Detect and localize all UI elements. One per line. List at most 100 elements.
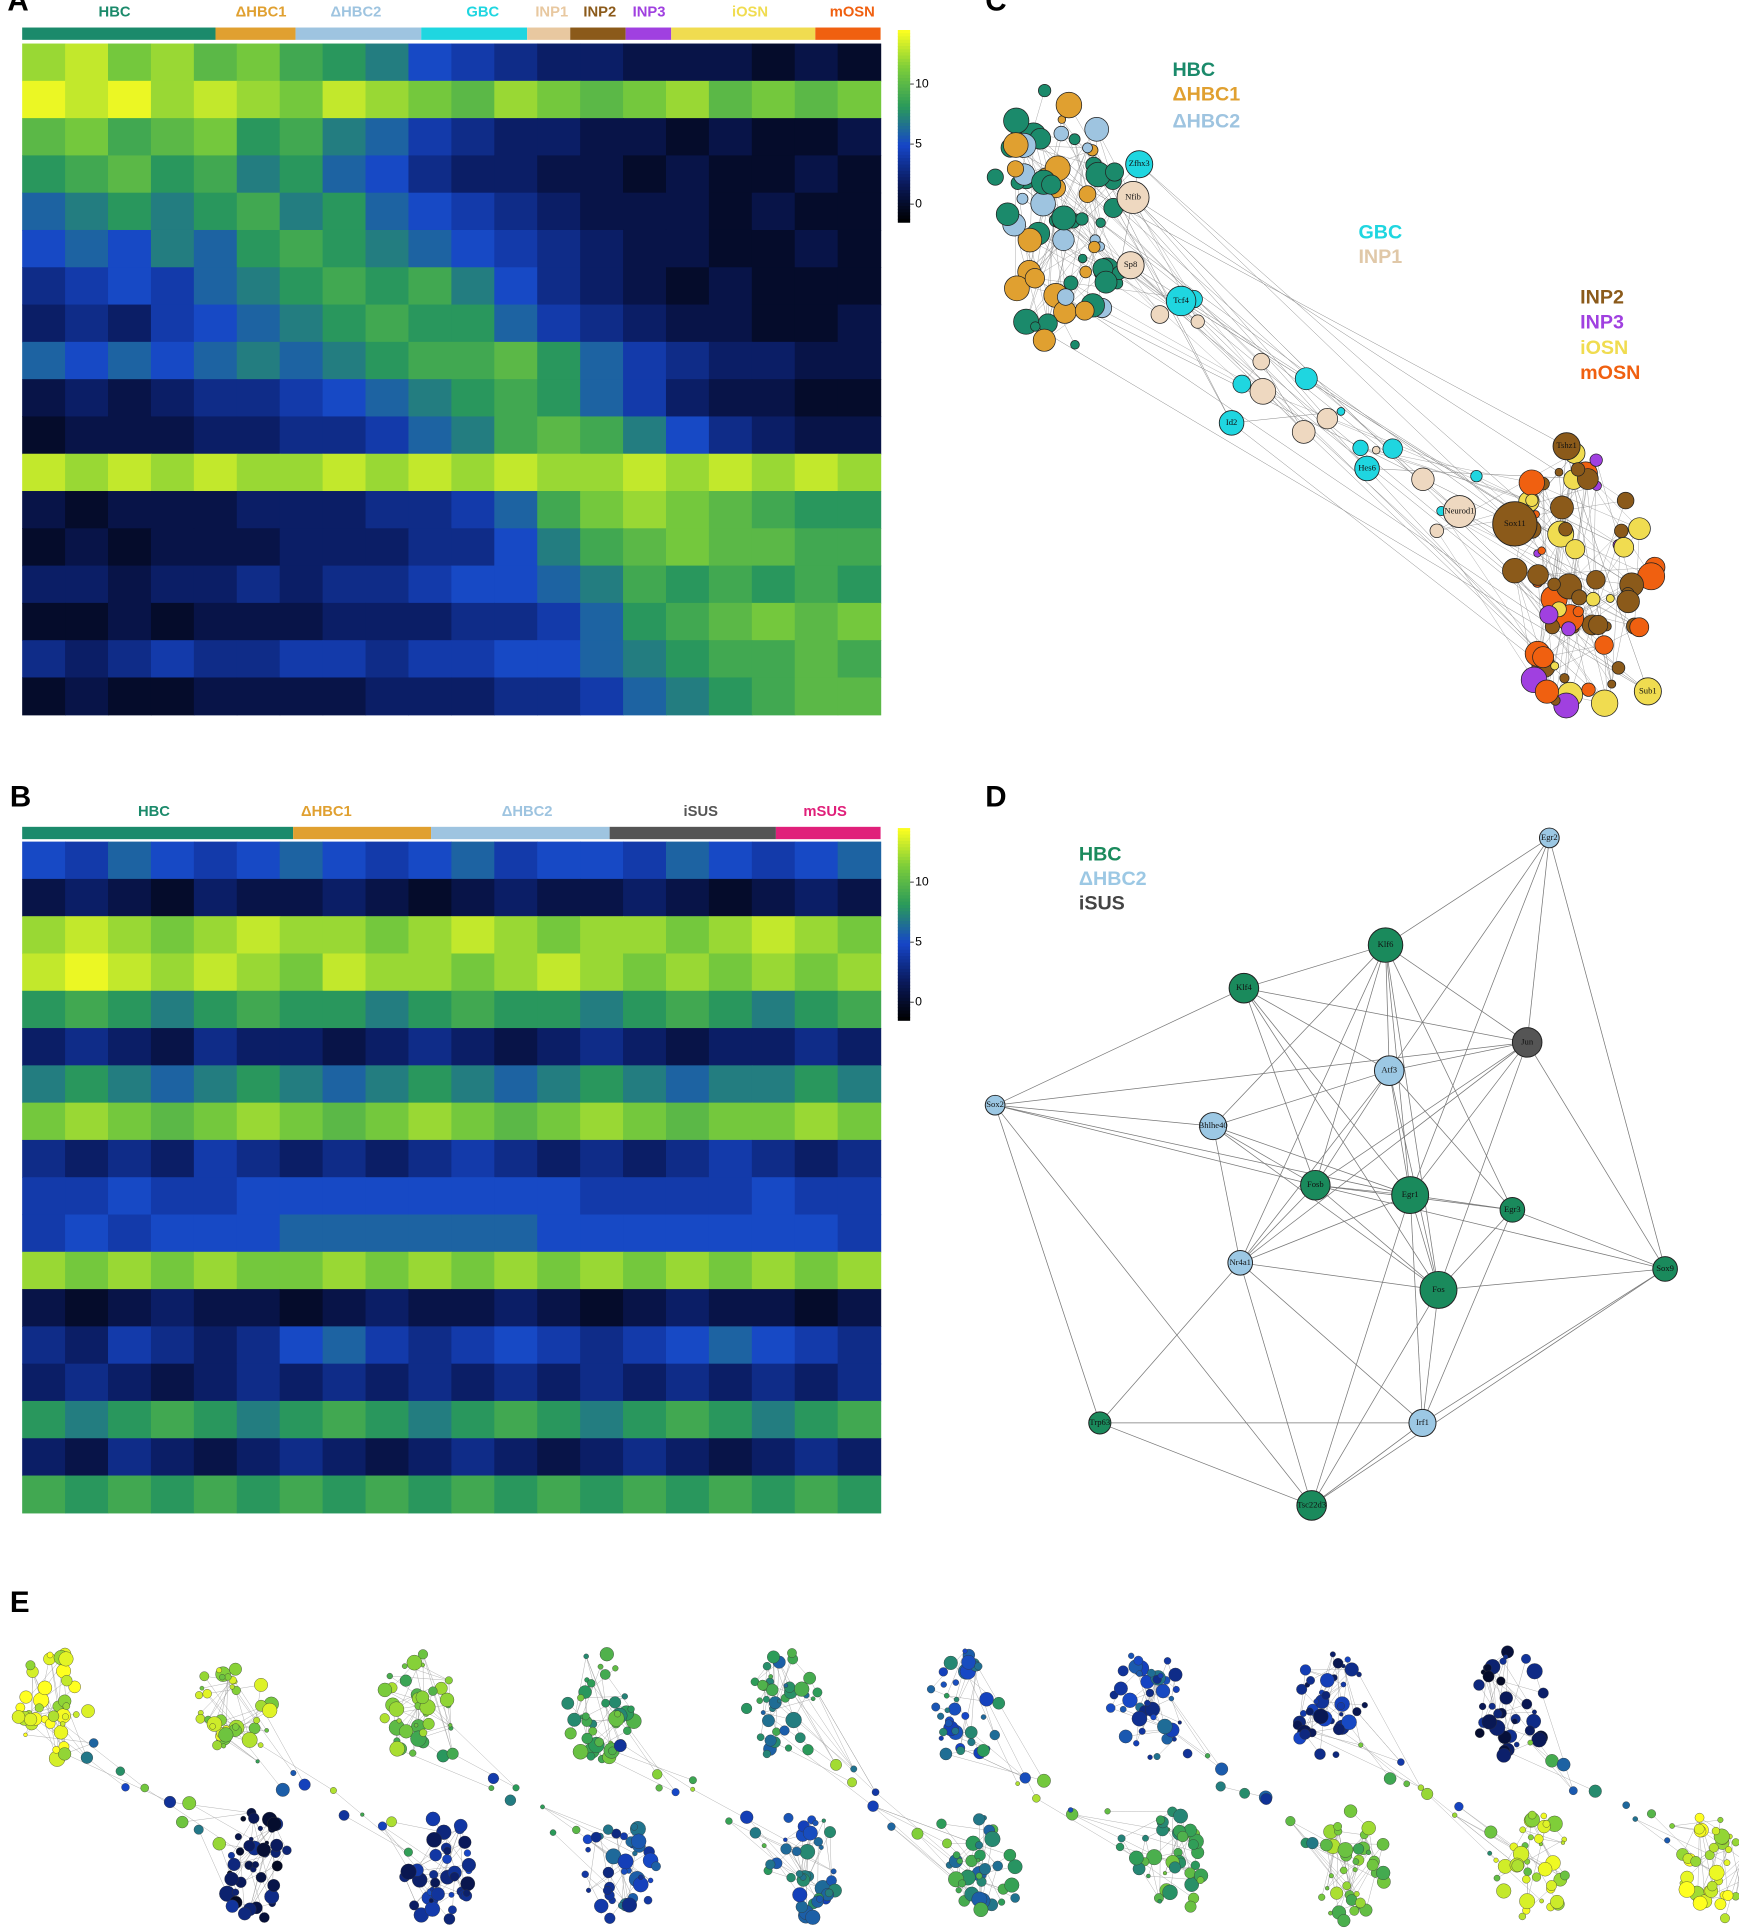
heatmap-cell	[322, 916, 367, 955]
node	[1344, 1662, 1359, 1677]
edge	[1438, 1042, 1528, 1291]
node	[240, 1815, 247, 1822]
heatmap-cell	[65, 1214, 109, 1253]
heatmap-cell	[494, 528, 538, 567]
heatmap-cell	[65, 1289, 109, 1327]
heatmap-cell	[279, 1102, 324, 1141]
edge	[785, 1685, 854, 1770]
node	[338, 1810, 350, 1821]
heatmap-cell	[494, 1400, 538, 1439]
heatmap-cell	[236, 118, 281, 157]
colorbar-step	[897, 180, 911, 185]
heatmap-cell	[236, 80, 281, 119]
node	[599, 1647, 614, 1662]
heatmap-cell	[365, 1363, 410, 1402]
colorbar-step	[897, 142, 911, 146]
heatmap-cell	[451, 80, 495, 119]
heatmap-cell	[837, 1139, 882, 1178]
colorbar-step	[897, 71, 911, 76]
heatmap-cell	[794, 155, 839, 194]
edge	[1132, 197, 1328, 419]
panel-label: D	[985, 780, 1006, 813]
heatmap-cell	[236, 528, 281, 567]
node	[1519, 1893, 1536, 1910]
node	[604, 1912, 616, 1924]
node	[88, 1738, 99, 1748]
node	[939, 1727, 948, 1737]
colorbar-step	[897, 42, 911, 47]
node	[850, 1765, 858, 1773]
colorbar-step	[897, 828, 911, 832]
heatmap-cell	[537, 1438, 581, 1477]
node	[1337, 1702, 1345, 1710]
node	[1709, 1842, 1719, 1853]
heatmap-cell	[708, 341, 753, 380]
heatmap-cell	[150, 192, 195, 231]
heatmap-cell	[22, 118, 66, 157]
heatmap-cell	[451, 528, 495, 567]
node-label: Egr1	[1402, 1189, 1419, 1199]
node	[630, 1823, 638, 1831]
colorbar-step	[897, 84, 911, 89]
node-label: Sox9	[1656, 1263, 1674, 1273]
node	[1361, 1702, 1368, 1709]
node	[1032, 1794, 1041, 1803]
heatmap-cell	[665, 1065, 710, 1104]
node	[614, 1710, 621, 1718]
heatmap-cell	[794, 453, 839, 492]
heatmap-cell	[708, 841, 753, 880]
edge	[1145, 1838, 1160, 1899]
heatmap-cell	[365, 841, 410, 880]
heatmap-cell	[708, 1438, 753, 1477]
heatmap-cell	[108, 1177, 152, 1216]
node	[1442, 495, 1476, 528]
node	[1051, 205, 1077, 231]
node	[1692, 1895, 1708, 1911]
node	[1411, 467, 1435, 491]
cluster-label: ΔHBC1	[301, 804, 352, 820]
node	[1337, 1914, 1351, 1928]
edge	[1554, 479, 1589, 666]
node	[1321, 1691, 1331, 1700]
node	[1537, 546, 1546, 555]
node	[802, 1744, 814, 1756]
heatmap-cell	[708, 453, 753, 492]
edge	[1364, 1834, 1384, 1873]
node	[1306, 1676, 1315, 1685]
node	[583, 1653, 589, 1660]
node	[795, 1900, 808, 1913]
node	[444, 1676, 453, 1685]
heatmap-cell	[279, 192, 324, 231]
heatmap-cell	[236, 1363, 281, 1402]
heatmap-cell	[279, 453, 324, 492]
node	[594, 1898, 609, 1914]
edge	[1409, 1195, 1423, 1423]
heatmap-cell	[150, 990, 195, 1029]
node	[389, 1741, 405, 1757]
heatmap-cell	[665, 953, 710, 992]
edge	[1523, 518, 1652, 577]
node	[1513, 1741, 1520, 1748]
heatmap-cell	[193, 453, 238, 492]
heatmap-cell	[408, 1214, 452, 1253]
colorbar-step	[897, 856, 911, 861]
colorbar-step	[897, 1000, 911, 1005]
node	[1376, 1865, 1391, 1880]
node	[1499, 1197, 1526, 1223]
heatmap-cell	[279, 1363, 324, 1402]
node	[1294, 367, 1318, 391]
heatmap-cell	[794, 1363, 839, 1402]
node	[413, 1723, 419, 1728]
heatmap-cell	[279, 528, 324, 567]
node	[847, 1777, 857, 1788]
edge	[1385, 837, 1550, 946]
heatmap-cell	[65, 43, 109, 82]
heatmap-cell	[837, 602, 882, 641]
colorbar-step	[897, 215, 911, 220]
node	[962, 1648, 968, 1654]
colorbar-step	[897, 103, 911, 108]
edge	[1561, 507, 1624, 548]
node	[967, 1738, 976, 1747]
node	[1017, 227, 1043, 253]
node-label: Nfib	[1125, 191, 1141, 201]
